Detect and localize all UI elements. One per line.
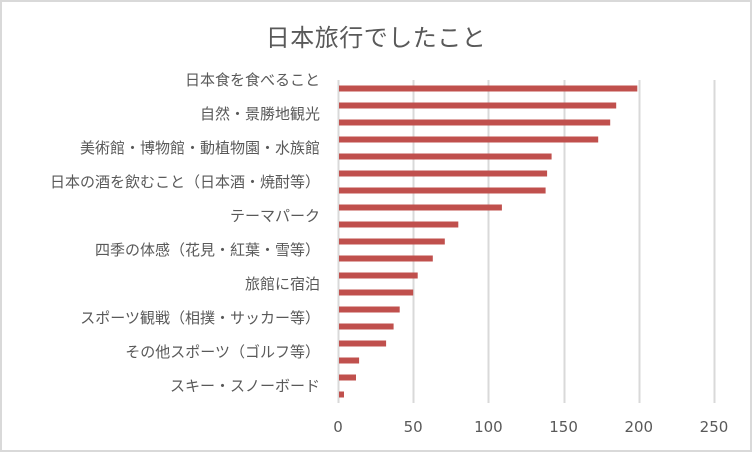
bar-4	[339, 136, 599, 143]
bar-6	[339, 170, 548, 177]
bar-17	[339, 357, 360, 364]
x-tick-label: 50	[404, 418, 423, 436]
bar-9	[339, 221, 459, 228]
category-label: 日本食を食べること	[185, 71, 320, 89]
bar-19	[339, 391, 344, 398]
bar-12	[339, 272, 418, 279]
category-label: その他スポーツ（ゴルフ等）	[125, 343, 320, 361]
bar-15	[339, 323, 394, 330]
bar-14	[339, 306, 400, 313]
x-tick-label: 250	[700, 418, 729, 436]
bar-1	[339, 85, 638, 92]
bar-8	[339, 204, 502, 211]
bar-11	[339, 255, 433, 262]
bar-5	[339, 153, 552, 160]
x-tick-label: 200	[624, 418, 653, 436]
bar-10	[339, 238, 445, 245]
bar-13	[339, 289, 414, 296]
category-label: 自然・景勝地観光	[200, 105, 320, 123]
x-tick-label: 0	[333, 418, 343, 436]
category-label: スポーツ観戦（相撲・サッカー等）	[80, 309, 320, 327]
category-label: 旅館に宿泊	[245, 275, 320, 293]
bars	[339, 85, 638, 398]
category-label: テーマパーク	[230, 207, 320, 225]
category-labels: 日本食を食べること自然・景勝地観光美術館・博物館・動植物園・水族館日本の酒を飲む…	[50, 71, 320, 395]
x-tick-label: 150	[549, 418, 578, 436]
category-label: 日本の酒を飲むこと（日本酒・焼酎等）	[50, 173, 320, 191]
bar-3	[339, 119, 611, 126]
category-label: 美術館・博物館・動植物園・水族館	[80, 139, 320, 157]
category-label: 四季の体感（花見・紅葉・雪等）	[95, 241, 320, 259]
bar-18	[339, 374, 356, 381]
category-label: スキー・スノーボード	[170, 377, 320, 395]
bar-16	[339, 340, 387, 347]
chart-title: 日本旅行でしたこと	[265, 24, 487, 52]
bar-7	[339, 187, 546, 194]
x-tick-labels: 0 50 100 150 200 250	[333, 418, 728, 436]
x-tick-label: 100	[474, 418, 503, 436]
bar-2	[339, 102, 617, 109]
